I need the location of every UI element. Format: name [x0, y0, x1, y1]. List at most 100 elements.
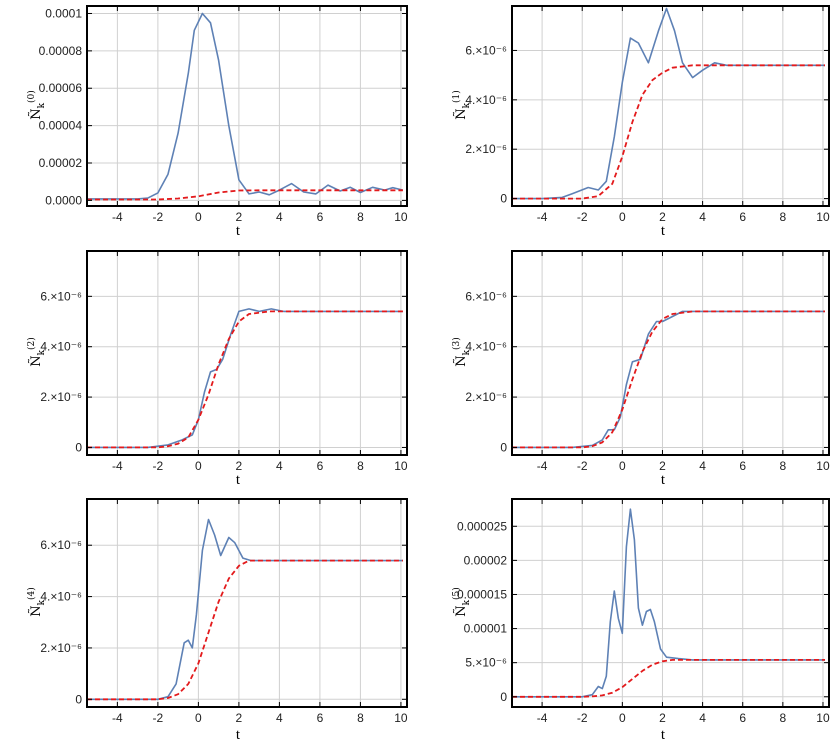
y-tick-label: 0 — [500, 192, 507, 206]
x-tick-label: -2 — [153, 210, 164, 224]
x-tick-label: 10 — [816, 711, 830, 725]
y-axis-title: Ñk(1) — [451, 90, 472, 120]
x-tick-label: -4 — [537, 711, 548, 725]
x-tick-label: 2 — [659, 210, 666, 224]
panel-N5: -4 -2 0 2 4 6 8 10 0 5.×10⁻⁶ 0.00001 0.000015 0.0000… — [451, 498, 830, 743]
y-tick-label: 6.×10⁻⁶ — [465, 43, 507, 57]
x-tick-label: 10 — [816, 459, 830, 473]
y-tick-label: 0.00002 — [39, 156, 83, 170]
x-tick-label: 0 — [195, 711, 202, 725]
y-tick-label: 6.×10⁻⁶ — [465, 289, 507, 303]
x-axis-title: t — [236, 223, 241, 239]
x-tick-label: 0 — [619, 459, 626, 473]
y-axis-title: Ñk(3) — [451, 337, 472, 367]
x-tick-label: 2 — [659, 711, 666, 725]
y-axis-title: Ñk(2) — [26, 337, 47, 367]
x-tick-label: 10 — [394, 210, 408, 224]
series-line-dashed — [87, 559, 403, 701]
x-tick-label: -2 — [577, 210, 588, 224]
x-axis-title: t — [236, 472, 241, 488]
series-line-dashed — [87, 189, 403, 201]
x-tick-label: 2 — [236, 711, 243, 725]
series-line-dashed — [512, 310, 825, 449]
y-tick-label: 0.00006 — [39, 81, 83, 95]
x-tick-label: 8 — [780, 711, 787, 725]
y-axis-title: Ñk(5) — [451, 587, 472, 617]
x-tick-label: 0 — [619, 711, 626, 725]
y-tick-label: 0 — [500, 440, 507, 454]
y-tick-label: 2.×10⁻⁶ — [465, 142, 507, 156]
x-tick-label: 8 — [780, 459, 787, 473]
y-tick-label: 0.00004 — [39, 119, 83, 133]
x-tick-label: 6 — [739, 210, 746, 224]
x-tick-label: 0 — [619, 210, 626, 224]
x-axis-title: t — [661, 472, 666, 488]
x-axis-title: t — [236, 727, 241, 743]
panel-N4: -4 -2 0 2 4 6 8 10 0 2.×10⁻⁶ 4.×10⁻⁶ 6.×10⁻⁶ t Ñk(4) — [26, 498, 408, 743]
series-line-solid — [512, 310, 825, 449]
y-tick-label: 0 — [75, 440, 82, 454]
x-tick-label: 4 — [699, 711, 706, 725]
x-tick-label: 0 — [195, 210, 202, 224]
y-tick-label: 0.000025 — [457, 519, 507, 533]
y-tick-label: 0 — [75, 692, 82, 706]
y-tick-label: 4.×10⁻⁶ — [465, 93, 507, 107]
y-tick-label: 0 — [500, 690, 507, 704]
y-tick-label: 5.×10⁻⁶ — [465, 656, 507, 670]
y-tick-label: 4.×10⁻⁶ — [40, 590, 82, 604]
plot-frame — [511, 498, 830, 708]
x-tick-label: -2 — [153, 459, 164, 473]
series-line-dashed — [512, 64, 825, 200]
x-tick-label: 10 — [394, 711, 408, 725]
plot-frame — [511, 250, 830, 456]
y-tick-label: 0.0000 — [45, 193, 82, 207]
series-line-dashed — [87, 310, 403, 449]
y-tick-label: 0.00001 — [464, 622, 508, 636]
y-tick-label: 2.×10⁻⁶ — [465, 390, 507, 404]
plot-frame — [86, 250, 408, 456]
plot-frame — [86, 5, 408, 207]
x-tick-label: -4 — [537, 210, 548, 224]
x-tick-label: -2 — [577, 459, 588, 473]
x-tick-label: 8 — [357, 711, 364, 725]
panel-N0: -4 -2 0 2 4 6 8 10 0.0000 0.00002 0.00004 0.00006 0.… — [26, 5, 408, 239]
series-line-solid — [87, 518, 403, 701]
plot-frame — [511, 5, 830, 207]
series-line-dashed — [512, 659, 825, 698]
y-tick-label: 6.×10⁻⁶ — [40, 289, 82, 303]
x-tick-label: 4 — [699, 210, 706, 224]
x-tick-label: 8 — [357, 210, 364, 224]
y-tick-label: 6.×10⁻⁶ — [40, 538, 82, 552]
y-tick-label: 0.000015 — [457, 587, 507, 601]
x-axis-title: t — [661, 727, 666, 743]
y-tick-label: 2.×10⁻⁶ — [40, 390, 82, 404]
x-tick-label: 6 — [317, 210, 324, 224]
x-tick-label: -2 — [153, 711, 164, 725]
x-tick-label: 10 — [394, 459, 408, 473]
x-tick-label: -4 — [112, 210, 123, 224]
y-tick-label: 4.×10⁻⁶ — [465, 340, 507, 354]
y-axis-title: Ñk(4) — [26, 587, 47, 617]
y-tick-label: 0.00008 — [39, 44, 83, 58]
x-tick-label: 8 — [780, 210, 787, 224]
x-tick-label: 4 — [699, 459, 706, 473]
x-axis-title: t — [661, 223, 666, 239]
x-tick-label: 10 — [816, 210, 830, 224]
series-line-solid — [512, 7, 825, 200]
x-tick-label: 6 — [317, 459, 324, 473]
x-tick-label: 6 — [739, 711, 746, 725]
panel-N2: -4 -2 0 2 4 6 8 10 0 2.×10⁻⁶ 4.×10⁻⁶ 6.×10⁻⁶ t Ñk(2) — [26, 250, 408, 488]
x-tick-label: 4 — [276, 711, 283, 725]
panel-N3: -4 -2 0 2 4 6 8 10 0 2.×10⁻⁶ 4.×10⁻⁶ 6.×10⁻⁶ t Ñk(3) — [451, 250, 830, 488]
x-tick-label: -4 — [112, 711, 123, 725]
x-tick-label: -2 — [577, 711, 588, 725]
y-tick-label: 2.×10⁻⁶ — [40, 641, 82, 655]
x-tick-label: 0 — [195, 459, 202, 473]
x-tick-label: -4 — [537, 459, 548, 473]
x-tick-label: 4 — [276, 459, 283, 473]
x-tick-label: 6 — [739, 459, 746, 473]
x-tick-label: 6 — [317, 711, 324, 725]
y-tick-label: 4.×10⁻⁶ — [40, 340, 82, 354]
